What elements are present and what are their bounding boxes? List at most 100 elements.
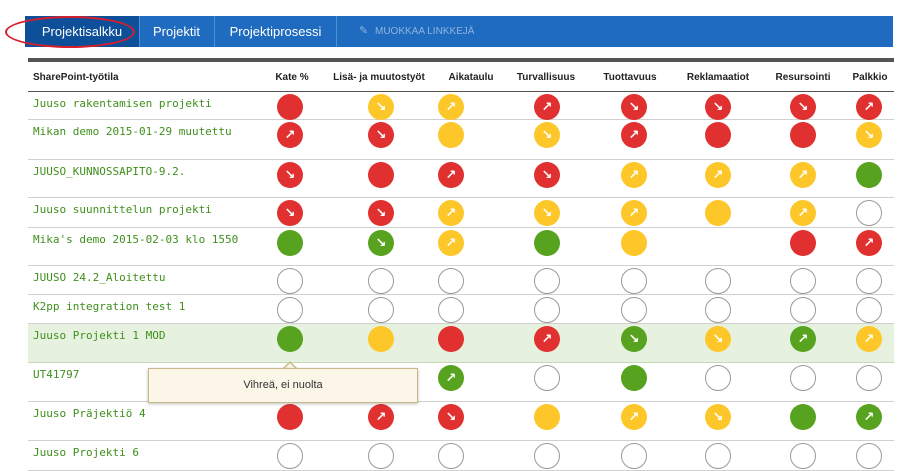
status-indicator-red[interactable] — [790, 122, 816, 148]
status-indicator-yellow[interactable]: ↘ — [534, 200, 560, 226]
status-indicator-yellow[interactable]: ↗ — [438, 230, 464, 256]
status-indicator-empty[interactable] — [705, 297, 731, 323]
project-link[interactable]: JUUSO 24.2_Aloitettu — [33, 271, 166, 284]
status-indicator-empty[interactable] — [277, 443, 303, 469]
status-indicator-yellow[interactable]: ↗ — [790, 200, 816, 226]
status-indicator-yellow[interactable]: ↘ — [705, 326, 731, 352]
status-indicator-green[interactable] — [277, 230, 303, 256]
status-indicator-empty[interactable] — [705, 443, 731, 469]
status-indicator-red[interactable]: ↗ — [856, 94, 882, 120]
status-indicator-yellow[interactable]: ↗ — [621, 404, 647, 430]
status-indicator-red[interactable] — [790, 230, 816, 256]
status-indicator-empty[interactable] — [277, 297, 303, 323]
status-indicator-yellow[interactable]: ↗ — [790, 162, 816, 188]
project-link[interactable]: UT41797 — [33, 368, 80, 381]
project-link[interactable]: Juuso Projekti 6 — [33, 446, 139, 459]
status-indicator-yellow[interactable]: ↗ — [621, 200, 647, 226]
status-indicator-yellow[interactable] — [534, 404, 560, 430]
tab-projektit[interactable]: Projektit — [139, 16, 215, 47]
status-indicator-red[interactable]: ↘ — [790, 94, 816, 120]
status-indicator-yellow[interactable]: ↘ — [705, 404, 731, 430]
status-indicator-green[interactable] — [856, 162, 882, 188]
tab-projektisalkku[interactable]: Projektisalkku — [25, 16, 140, 47]
status-indicator-red[interactable]: ↗ — [277, 122, 303, 148]
status-indicator-red[interactable] — [438, 326, 464, 352]
status-indicator-empty[interactable] — [368, 297, 394, 323]
status-indicator-empty[interactable] — [438, 443, 464, 469]
project-link[interactable]: Juuso suunnittelun projekti — [33, 203, 212, 216]
status-indicator-empty[interactable] — [621, 443, 647, 469]
status-indicator-empty[interactable] — [621, 268, 647, 294]
status-indicator-empty[interactable] — [534, 443, 560, 469]
status-indicator-green[interactable]: ↗ — [438, 365, 464, 391]
status-indicator-empty[interactable] — [368, 443, 394, 469]
project-link[interactable]: K2pp integration test 1 — [33, 300, 186, 313]
project-link[interactable]: Mika's demo 2015-02-03 klo 1550 — [33, 233, 239, 246]
status-indicator-yellow[interactable]: ↗ — [856, 326, 882, 352]
status-indicator-red[interactable]: ↘ — [368, 122, 394, 148]
status-indicator-green[interactable] — [621, 365, 647, 391]
status-indicator-empty[interactable] — [368, 268, 394, 294]
status-indicator-red[interactable] — [277, 404, 303, 430]
status-indicator-yellow[interactable] — [438, 122, 464, 148]
status-indicator-yellow[interactable]: ↘ — [534, 122, 560, 148]
status-indicator-red[interactable]: ↘ — [277, 162, 303, 188]
project-link[interactable]: Juuso rakentamisen projekti — [33, 97, 212, 110]
status-indicator-red[interactable]: ↘ — [438, 404, 464, 430]
status-indicator-red[interactable]: ↗ — [621, 122, 647, 148]
status-indicator-empty[interactable] — [790, 268, 816, 294]
status-indicator-green[interactable] — [534, 230, 560, 256]
status-indicator-red[interactable]: ↘ — [534, 162, 560, 188]
status-indicator-green[interactable] — [790, 404, 816, 430]
status-indicator-yellow[interactable]: ↗ — [621, 162, 647, 188]
status-indicator-red[interactable]: ↘ — [277, 200, 303, 226]
status-indicator-yellow[interactable]: ↘ — [856, 122, 882, 148]
status-indicator-red[interactable]: ↘ — [368, 200, 394, 226]
status-indicator-empty[interactable] — [534, 268, 560, 294]
status-indicator-green[interactable]: ↘ — [368, 230, 394, 256]
status-indicator-yellow[interactable] — [705, 200, 731, 226]
edit-links-button[interactable]: ✎ MUOKKAA LINKKEJÄ — [359, 16, 474, 47]
status-indicator-red[interactable] — [368, 162, 394, 188]
status-indicator-green[interactable]: ↗ — [790, 326, 816, 352]
status-indicator-empty[interactable] — [790, 365, 816, 391]
status-indicator-red[interactable]: ↘ — [705, 94, 731, 120]
status-indicator-empty[interactable] — [534, 365, 560, 391]
status-indicator-red[interactable]: ↗ — [534, 326, 560, 352]
status-indicator-empty[interactable] — [277, 268, 303, 294]
project-link[interactable]: Juuso Präjektiö 4 — [33, 407, 146, 420]
status-indicator-red[interactable]: ↘ — [621, 94, 647, 120]
status-indicator-empty[interactable] — [856, 297, 882, 323]
status-indicator-green[interactable]: ↘ — [621, 326, 647, 352]
status-indicator-red[interactable]: ↗ — [368, 404, 394, 430]
status-indicator-empty[interactable] — [438, 297, 464, 323]
status-indicator-yellow[interactable] — [621, 230, 647, 256]
project-link[interactable]: Juuso Projekti 1 MOD — [33, 329, 166, 342]
status-indicator-green[interactable]: ↗ — [856, 404, 882, 430]
status-indicator-empty[interactable] — [790, 443, 816, 469]
status-indicator-yellow[interactable] — [368, 326, 394, 352]
status-indicator-yellow[interactable]: ↗ — [438, 200, 464, 226]
status-indicator-empty[interactable] — [705, 268, 731, 294]
status-indicator-empty[interactable] — [856, 443, 882, 469]
status-indicator-red[interactable] — [705, 122, 731, 148]
status-indicator-empty[interactable] — [856, 268, 882, 294]
status-indicator-red[interactable] — [277, 94, 303, 120]
project-link[interactable]: JUUSO_KUNNOSSAPITO-9.2. — [33, 165, 186, 178]
status-indicator-yellow[interactable]: ↗ — [438, 94, 464, 120]
status-indicator-yellow[interactable]: ↘ — [368, 94, 394, 120]
status-indicator-red[interactable]: ↗ — [534, 94, 560, 120]
status-indicator-empty[interactable] — [705, 365, 731, 391]
status-indicator-empty[interactable] — [856, 200, 882, 226]
status-indicator-empty[interactable] — [856, 365, 882, 391]
status-indicator-yellow[interactable]: ↗ — [705, 162, 731, 188]
status-indicator-green[interactable] — [277, 326, 303, 352]
status-indicator-empty[interactable] — [438, 268, 464, 294]
status-indicator-red[interactable]: ↗ — [438, 162, 464, 188]
project-link[interactable]: Mikan demo 2015-01-29 muutettu — [33, 125, 232, 138]
tab-projektiprosessi[interactable]: Projektiprosessi — [215, 16, 337, 47]
status-indicator-red[interactable]: ↗ — [856, 230, 882, 256]
status-indicator-empty[interactable] — [534, 297, 560, 323]
status-indicator-empty[interactable] — [621, 297, 647, 323]
status-indicator-empty[interactable] — [790, 297, 816, 323]
